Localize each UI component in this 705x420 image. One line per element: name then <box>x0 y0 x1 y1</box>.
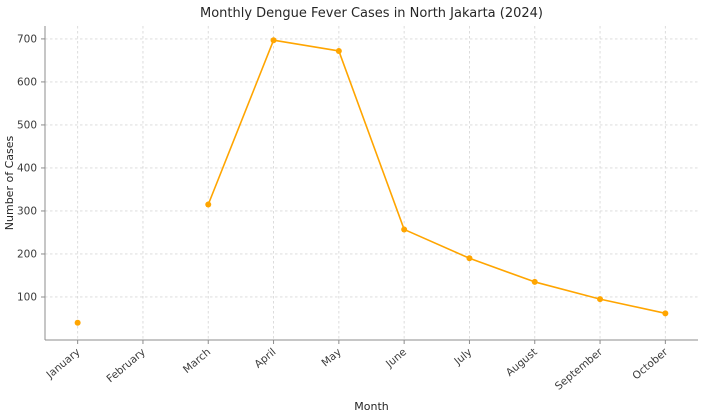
data-points <box>74 37 669 326</box>
axis-labels: Month Number of Cases <box>3 136 389 413</box>
y-tick-label: 700 <box>17 33 37 45</box>
data-point <box>531 278 538 285</box>
y-tick-label: 600 <box>17 76 37 88</box>
y-tick-label: 400 <box>17 162 37 174</box>
chart-title: Monthly Dengue Fever Cases in North Jaka… <box>199 6 543 21</box>
data-point <box>74 319 81 326</box>
x-tick-label: October <box>630 346 670 383</box>
y-tick-label: 200 <box>17 248 37 260</box>
series-line-segment <box>207 39 667 315</box>
tick-labels: 100 200 300 400 500 600 700 January February Marc… <box>17 33 671 392</box>
x-tick-label: August <box>504 346 540 379</box>
grid-lines <box>45 26 698 340</box>
x-axis-label: Month <box>354 400 389 413</box>
data-point <box>466 255 473 262</box>
x-tick-label: February <box>105 346 148 385</box>
y-axis-label: Number of Cases <box>3 136 16 231</box>
x-tick-label: March <box>181 346 213 376</box>
y-tick-label: 100 <box>17 291 37 303</box>
x-tick-label: July <box>451 346 474 368</box>
y-tick-label: 500 <box>17 119 37 131</box>
data-point <box>597 296 604 303</box>
x-tick-label: June <box>383 346 409 371</box>
data-point <box>662 310 669 317</box>
data-point <box>401 226 408 233</box>
data-point <box>335 47 342 54</box>
x-tick-label: September <box>553 346 606 393</box>
data-point <box>205 201 212 208</box>
x-tick-label: January <box>44 346 83 381</box>
series-line <box>207 39 667 315</box>
x-tick-label: May <box>319 346 343 369</box>
axes-spines <box>41 26 698 344</box>
x-tick-label: April <box>252 346 278 371</box>
y-tick-label: 300 <box>17 205 37 217</box>
data-point <box>270 37 277 44</box>
